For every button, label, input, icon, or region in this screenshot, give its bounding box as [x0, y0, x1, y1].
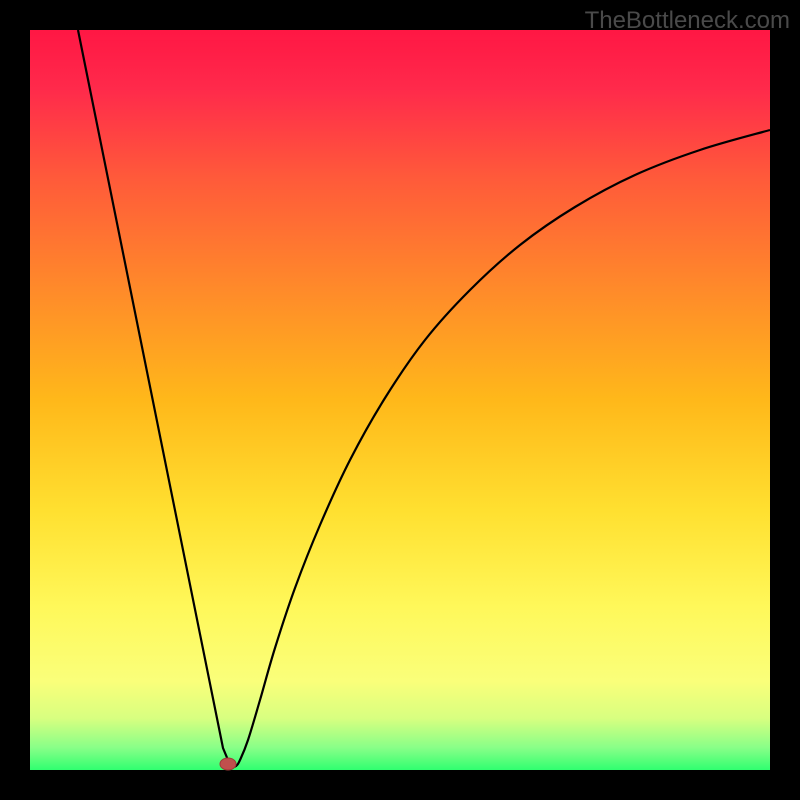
bottleneck-chart: TheBottleneck.com [0, 0, 800, 800]
plot-background [30, 30, 770, 770]
chart-svg [0, 0, 800, 800]
optimal-point-marker [220, 758, 236, 770]
watermark-text: TheBottleneck.com [0, 7, 790, 35]
